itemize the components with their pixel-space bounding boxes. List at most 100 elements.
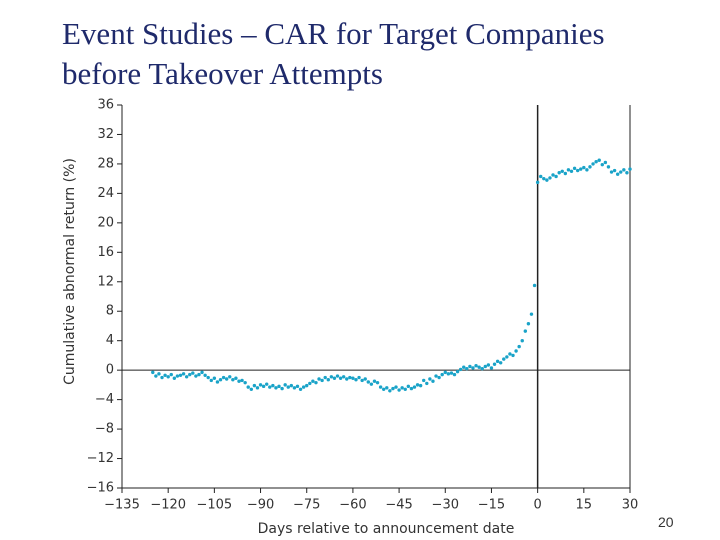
data-point — [612, 168, 617, 173]
data-point — [428, 377, 432, 381]
data-point — [169, 372, 173, 377]
x-axis-title: Days relative to announcement date — [258, 521, 515, 537]
data-point — [526, 322, 531, 326]
data-point — [554, 174, 558, 179]
y-tick-label: −8 — [95, 422, 114, 437]
data-point — [397, 388, 401, 392]
data-point — [391, 386, 395, 391]
data-point — [422, 378, 426, 383]
data-point — [520, 338, 524, 343]
data-point — [265, 382, 269, 386]
data-point — [341, 375, 346, 379]
data-point — [585, 168, 589, 172]
data-point — [157, 372, 161, 376]
data-point — [243, 380, 247, 385]
x-tick-label: −30 — [432, 498, 459, 513]
data-point — [191, 371, 195, 375]
data-point — [406, 384, 411, 389]
data-point — [560, 169, 564, 173]
data-point — [489, 366, 494, 370]
data-point — [231, 378, 235, 382]
data-point — [218, 378, 223, 382]
data-point — [523, 329, 528, 333]
data-point — [582, 165, 586, 170]
data-point — [483, 364, 487, 369]
y-tick-label: 36 — [97, 98, 114, 113]
data-point — [597, 158, 601, 162]
data-point — [338, 376, 343, 380]
data-point — [280, 386, 284, 391]
slide-title: Event Studies – CAR for Target Companies — [62, 16, 605, 51]
data-point — [409, 386, 414, 391]
data-point — [603, 160, 608, 165]
data-point — [551, 173, 555, 177]
data-point — [261, 384, 266, 389]
data-point — [255, 386, 260, 390]
data-point — [514, 349, 518, 353]
y-tick-label: 16 — [97, 245, 114, 260]
y-tick-label: 12 — [97, 274, 114, 289]
data-point — [332, 376, 337, 380]
x-tick-label: 0 — [533, 498, 541, 513]
data-point — [295, 384, 300, 389]
data-point — [224, 377, 229, 381]
data-point — [594, 160, 598, 164]
data-point — [166, 375, 170, 379]
slide-title: before Takeover Attempts — [62, 56, 383, 91]
data-point — [277, 384, 281, 389]
x-tick-label: 30 — [622, 498, 639, 513]
data-point — [203, 373, 207, 378]
data-point — [163, 373, 167, 378]
data-point — [434, 374, 438, 378]
data-point — [335, 374, 340, 378]
data-point — [437, 375, 441, 380]
data-point — [351, 376, 355, 380]
data-point — [172, 376, 177, 380]
data-point — [289, 383, 294, 388]
data-point — [600, 162, 604, 167]
data-point — [154, 374, 158, 378]
y-tick-label: −12 — [87, 451, 114, 466]
data-point — [268, 385, 272, 389]
data-point — [237, 379, 241, 383]
data-point — [606, 165, 611, 169]
x-tick-label: 15 — [576, 498, 593, 513]
data-point — [449, 371, 454, 375]
data-point — [418, 383, 423, 388]
data-point — [234, 376, 238, 380]
data-point — [363, 377, 367, 381]
data-point — [609, 170, 614, 174]
data-point — [197, 372, 201, 377]
data-point — [539, 174, 543, 179]
data-point — [431, 379, 435, 383]
data-point — [354, 378, 358, 382]
data-point — [320, 378, 324, 383]
data-point — [388, 389, 392, 393]
data-point — [615, 172, 620, 176]
data-point — [375, 380, 380, 385]
data-point — [221, 375, 226, 380]
y-tick-label: 24 — [97, 186, 114, 201]
x-tick-label: −120 — [150, 498, 186, 513]
data-point — [181, 372, 186, 376]
data-point — [492, 362, 497, 366]
data-point — [443, 370, 447, 375]
data-point — [209, 378, 213, 383]
data-point — [440, 372, 444, 377]
y-tick-label: −16 — [87, 481, 114, 496]
y-tick-label: −4 — [95, 392, 114, 407]
data-point — [498, 361, 503, 365]
data-point — [508, 352, 512, 356]
data-point — [412, 385, 417, 389]
data-point — [345, 377, 349, 381]
data-point — [212, 376, 217, 380]
data-point — [563, 171, 568, 176]
data-point — [474, 364, 478, 368]
data-point — [529, 312, 534, 316]
data-point — [194, 374, 198, 378]
data-point — [178, 373, 183, 378]
data-point — [271, 383, 275, 388]
data-point — [575, 168, 580, 173]
x-tick-label: −75 — [293, 498, 320, 513]
